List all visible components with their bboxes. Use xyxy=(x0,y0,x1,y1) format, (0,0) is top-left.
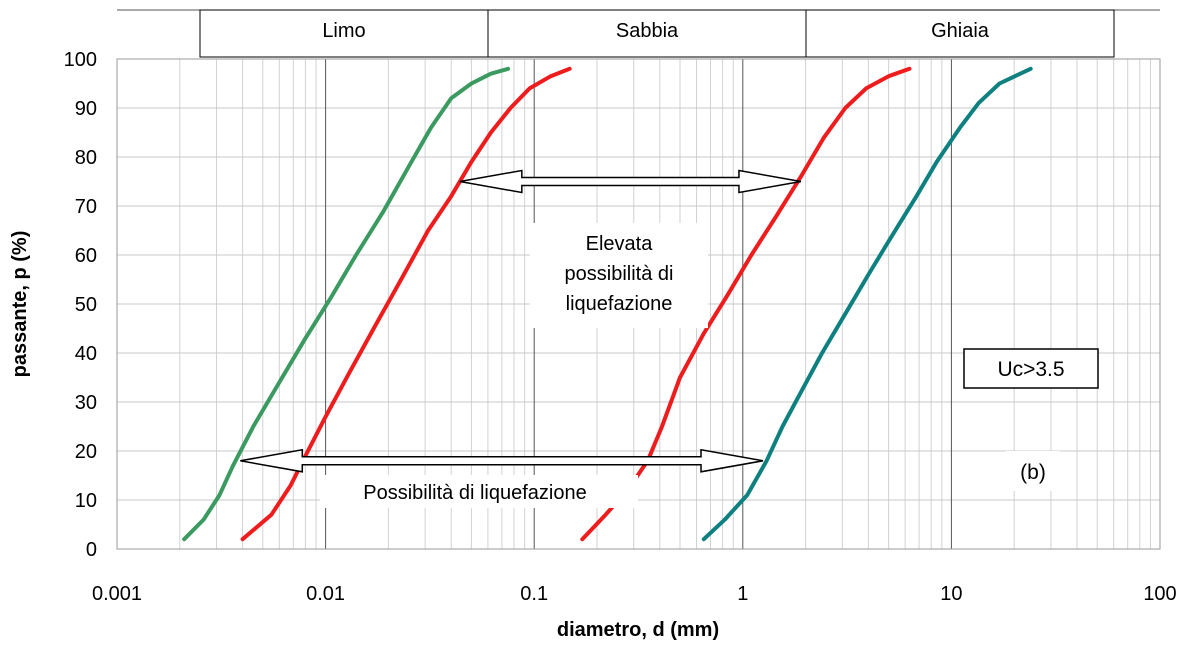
band-2-box xyxy=(805,9,1115,58)
x-tick-label: 1 xyxy=(737,583,748,605)
upper-double-arrow xyxy=(459,169,802,194)
lower-label-background xyxy=(320,475,638,508)
y-tick-label: 50 xyxy=(75,294,97,316)
x-tick-label: 0.01 xyxy=(306,583,345,605)
panel-label-background xyxy=(1006,451,1060,491)
lower-double-arrow xyxy=(240,448,764,473)
y-tick-labels: 0 10 20 30 40 50 60 70 80 90 100 xyxy=(64,49,97,561)
band-1-box xyxy=(487,9,807,58)
panel-label: (b) xyxy=(1020,461,1046,484)
y-tick-label: 40 xyxy=(75,343,97,365)
y-tick-label: 100 xyxy=(64,49,97,71)
uc-label: Uc>3.5 xyxy=(997,358,1064,381)
x-tick-label: 10 xyxy=(940,583,962,605)
y-tick-label: 30 xyxy=(75,392,97,414)
y-tick-label: 20 xyxy=(75,441,97,463)
uc-box xyxy=(963,348,1099,389)
y-tick-label: 60 xyxy=(75,245,97,267)
y-tick-label: 70 xyxy=(75,196,97,218)
x-axis-label: diametro, d (mm) xyxy=(557,619,719,641)
plot-area-border xyxy=(116,58,1161,550)
band-1-label: Sabbia xyxy=(616,20,679,42)
lower-label-text: Possibilità di liquefazione xyxy=(363,482,586,504)
y-axis-label: passante, p (%) xyxy=(9,231,31,378)
x-tick-label: 0.001 xyxy=(92,583,142,605)
soil-classification-bands: Limo Sabbia Ghiaia xyxy=(117,9,1160,58)
series-3-line xyxy=(701,66,1033,542)
band-0-label: Limo xyxy=(322,20,365,42)
series-0-line xyxy=(182,66,511,542)
upper-label-line: possibilità di xyxy=(565,263,674,285)
band-0-box xyxy=(199,9,489,58)
y-tick-label: 90 xyxy=(75,98,97,120)
band-2-label: Ghiaia xyxy=(931,20,990,42)
x-tick-labels: 0.001 0.01 0.1 1 10 100 xyxy=(92,583,1177,605)
y-tick-label: 0 xyxy=(86,539,97,561)
y-tick-label: 80 xyxy=(75,147,97,169)
upper-label-line: liquefazione xyxy=(566,293,673,315)
x-tick-label: 100 xyxy=(1143,583,1176,605)
y-tick-label: 10 xyxy=(75,490,97,512)
x-tick-label: 0.1 xyxy=(520,583,548,605)
annotations: Elevata possibilità di liquefazione Possibi… xyxy=(240,169,1099,508)
upper-label-background xyxy=(530,223,708,328)
upper-label-line: Elevata xyxy=(586,233,654,255)
